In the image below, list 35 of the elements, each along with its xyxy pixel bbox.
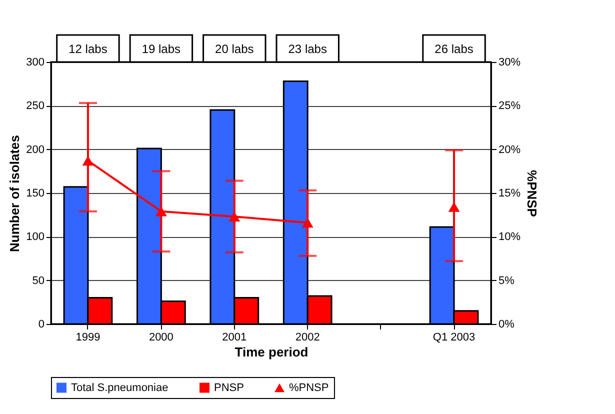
text: 12 labs [68, 42, 108, 56]
text: 26 labs [434, 42, 474, 56]
x-tick-label: 2002 [295, 332, 320, 344]
x-tick-label: 2000 [148, 332, 174, 344]
text: 19 labs [142, 42, 181, 56]
y-tick-label: 200 [26, 144, 44, 156]
legend-label: Total S.pneumoniae [71, 382, 168, 394]
text: 20 labs [215, 42, 254, 56]
legend-label: PNSP [214, 382, 244, 394]
x-tick-label: 1999 [76, 332, 100, 344]
y2-tick-label: 0% [498, 318, 515, 330]
y-tick-label: 50 [32, 274, 44, 287]
y-tick-label: 250 [26, 100, 44, 112]
y2-tick-label: 30% [498, 56, 521, 68]
y2-tick-label: 5% [498, 274, 515, 287]
x-tick-label: 2001 [222, 332, 247, 344]
text: 23 labs [288, 42, 327, 56]
y2-tick-label: 20% [498, 144, 521, 156]
y-tick-label: 300 [26, 56, 44, 68]
x-axis-title: Time period [234, 344, 308, 360]
point [228, 212, 240, 222]
point [155, 206, 167, 216]
y2-axis-title: %PNSP [524, 170, 540, 218]
legend-label: %PNSP [289, 382, 329, 394]
x-tick-label: Q1 2003 [432, 332, 476, 344]
y-tick-label: 0 [38, 318, 44, 330]
y-tick-label: 150 [26, 188, 44, 200]
y2-tick-label: 25% [498, 100, 521, 112]
y-axis-title: Number of isolates [7, 134, 22, 252]
point [302, 218, 314, 228]
y-tick-label: 100 [26, 231, 44, 244]
point [448, 202, 460, 212]
y2-tick-label: 15% [498, 188, 521, 200]
y2-tick-label: 10% [498, 231, 521, 244]
point [82, 156, 94, 166]
